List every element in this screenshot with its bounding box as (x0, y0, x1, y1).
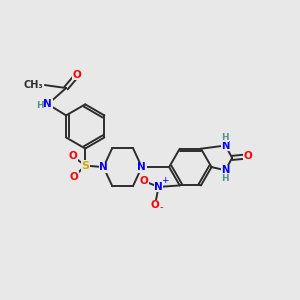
Text: H: H (221, 133, 229, 142)
Text: S: S (81, 160, 89, 171)
Text: O: O (68, 151, 77, 161)
Text: H: H (221, 174, 229, 183)
Text: O: O (70, 172, 78, 182)
Text: O: O (140, 176, 148, 186)
Text: H: H (36, 100, 44, 109)
Text: O: O (73, 70, 82, 80)
Text: +: + (161, 176, 169, 185)
Text: N: N (221, 140, 230, 151)
Text: N: N (99, 162, 108, 172)
Text: -: - (160, 202, 164, 212)
Text: N: N (221, 165, 230, 175)
Text: O: O (243, 152, 252, 161)
Text: N: N (137, 162, 146, 172)
Text: N: N (44, 99, 52, 109)
Text: N: N (99, 162, 108, 172)
Text: N: N (154, 182, 163, 192)
Text: O: O (151, 200, 159, 210)
Text: CH₃: CH₃ (24, 80, 44, 90)
